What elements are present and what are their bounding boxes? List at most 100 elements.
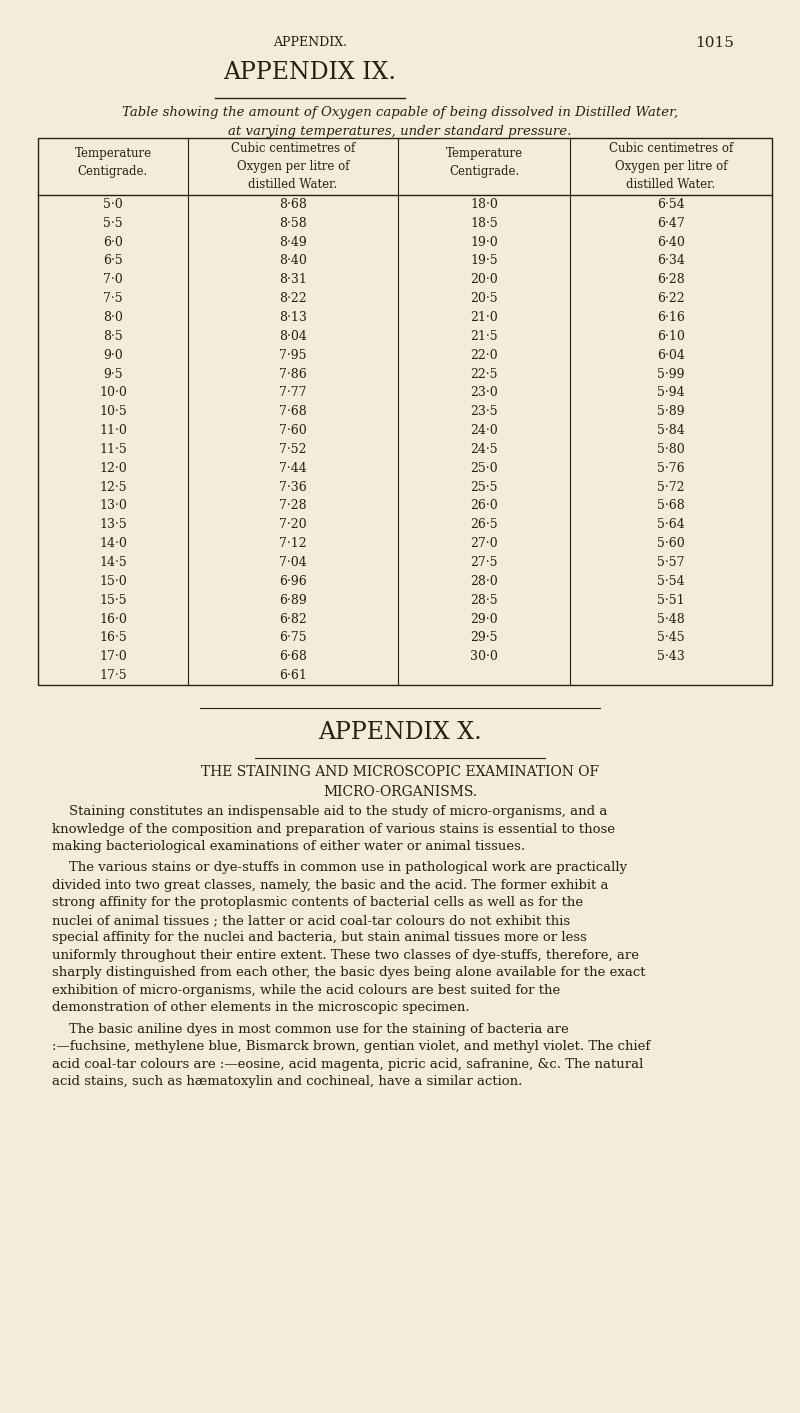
Text: 5·94: 5·94 — [657, 386, 685, 400]
Text: 7·0: 7·0 — [103, 273, 123, 287]
Text: 8·0: 8·0 — [103, 311, 123, 324]
Text: making bacteriological examinations of either water or animal tissues.: making bacteriological examinations of e… — [52, 839, 525, 853]
Text: 5·76: 5·76 — [657, 462, 685, 475]
Text: 17·5: 17·5 — [99, 670, 127, 682]
Text: 27·0: 27·0 — [470, 537, 498, 550]
Text: 15·0: 15·0 — [99, 575, 127, 588]
Text: 13·5: 13·5 — [99, 519, 127, 531]
Text: Cubic centimetres of
Oxygen per litre of
distilled Water.: Cubic centimetres of Oxygen per litre of… — [609, 141, 733, 191]
Text: acid stains, such as hæmatoxylin and cochineal, have a similar action.: acid stains, such as hæmatoxylin and coc… — [52, 1075, 522, 1088]
Text: 5·89: 5·89 — [657, 406, 685, 418]
Text: 13·0: 13·0 — [99, 499, 127, 513]
Text: 7·12: 7·12 — [279, 537, 307, 550]
Text: demonstration of other elements in the microscopic specimen.: demonstration of other elements in the m… — [52, 1002, 470, 1015]
Text: 10·5: 10·5 — [99, 406, 127, 418]
Text: Cubic centimetres of
Oxygen per litre of
distilled Water.: Cubic centimetres of Oxygen per litre of… — [231, 141, 355, 191]
Text: 19·5: 19·5 — [470, 254, 498, 267]
Text: 7·52: 7·52 — [279, 442, 306, 456]
Text: 5·43: 5·43 — [657, 650, 685, 663]
Text: 5·57: 5·57 — [658, 555, 685, 569]
Text: 5·72: 5·72 — [658, 480, 685, 493]
Text: 8·22: 8·22 — [279, 292, 307, 305]
Text: 28·5: 28·5 — [470, 593, 498, 606]
Text: 6·54: 6·54 — [657, 198, 685, 211]
Text: 20·0: 20·0 — [470, 273, 498, 287]
Text: 12·5: 12·5 — [99, 480, 127, 493]
Text: 21·5: 21·5 — [470, 329, 498, 343]
Text: 7·36: 7·36 — [279, 480, 307, 493]
Text: APPENDIX IX.: APPENDIX IX. — [223, 61, 397, 83]
Text: 25·5: 25·5 — [470, 480, 498, 493]
Text: 8·13: 8·13 — [279, 311, 307, 324]
Text: 8·04: 8·04 — [279, 329, 307, 343]
Text: 22·0: 22·0 — [470, 349, 498, 362]
Text: special affinity for the nuclei and bacteria, but stain animal tissues more or l: special affinity for the nuclei and bact… — [52, 931, 587, 944]
Text: 8·40: 8·40 — [279, 254, 307, 267]
Text: knowledge of the composition and preparation of various stains is essential to t: knowledge of the composition and prepara… — [52, 822, 615, 835]
Text: 28·0: 28·0 — [470, 575, 498, 588]
Text: 15·5: 15·5 — [99, 593, 127, 606]
Text: 18·5: 18·5 — [470, 216, 498, 230]
Text: 6·40: 6·40 — [657, 236, 685, 249]
Text: 9·5: 9·5 — [103, 367, 123, 380]
Text: 12·0: 12·0 — [99, 462, 127, 475]
Text: divided into two great classes, namely, the basic and the acid. The former exhib: divided into two great classes, namely, … — [52, 879, 609, 892]
Text: 6·0: 6·0 — [103, 236, 123, 249]
Text: sharply distinguished from each other, the basic dyes being alone available for : sharply distinguished from each other, t… — [52, 966, 646, 979]
Text: strong affinity for the protoplasmic contents of bacterial cells as well as for : strong affinity for the protoplasmic con… — [52, 896, 583, 910]
Text: 6·75: 6·75 — [279, 632, 307, 644]
Text: 6·28: 6·28 — [657, 273, 685, 287]
Text: 5·64: 5·64 — [657, 519, 685, 531]
Text: 1015: 1015 — [695, 35, 734, 49]
Text: 24·0: 24·0 — [470, 424, 498, 437]
Text: 5·0: 5·0 — [103, 198, 123, 211]
Text: 29·5: 29·5 — [470, 632, 498, 644]
Text: 25·0: 25·0 — [470, 462, 498, 475]
Text: 5·80: 5·80 — [657, 442, 685, 456]
Text: 7·77: 7·77 — [279, 386, 306, 400]
Text: 5·48: 5·48 — [657, 613, 685, 626]
Text: 24·5: 24·5 — [470, 442, 498, 456]
Text: APPENDIX.: APPENDIX. — [273, 35, 347, 49]
Text: 6·47: 6·47 — [657, 216, 685, 230]
Text: 6·04: 6·04 — [657, 349, 685, 362]
Text: 7·28: 7·28 — [279, 499, 307, 513]
Text: 7·04: 7·04 — [279, 555, 307, 569]
Text: Temperature
Centigrade.: Temperature Centigrade. — [446, 147, 522, 178]
Text: 14·5: 14·5 — [99, 555, 127, 569]
Text: 7·5: 7·5 — [103, 292, 123, 305]
Text: 26·5: 26·5 — [470, 519, 498, 531]
Text: 5·99: 5·99 — [658, 367, 685, 380]
Text: nuclei of animal tissues ; the latter or acid coal-tar colours do not exhibit th: nuclei of animal tissues ; the latter or… — [52, 914, 570, 927]
Text: 6·61: 6·61 — [279, 670, 307, 682]
Text: 7·68: 7·68 — [279, 406, 307, 418]
Text: 5·5: 5·5 — [103, 216, 123, 230]
Text: 10·0: 10·0 — [99, 386, 127, 400]
Text: 14·0: 14·0 — [99, 537, 127, 550]
Text: 7·86: 7·86 — [279, 367, 307, 380]
Text: 22·5: 22·5 — [470, 367, 498, 380]
Text: 8·49: 8·49 — [279, 236, 307, 249]
Text: 20·5: 20·5 — [470, 292, 498, 305]
Text: 8·31: 8·31 — [279, 273, 307, 287]
Text: 18·0: 18·0 — [470, 198, 498, 211]
Text: 11·5: 11·5 — [99, 442, 127, 456]
Text: 6·89: 6·89 — [279, 593, 307, 606]
Text: 16·5: 16·5 — [99, 632, 127, 644]
Text: 30·0: 30·0 — [470, 650, 498, 663]
Text: 6·22: 6·22 — [657, 292, 685, 305]
Text: The basic aniline dyes in most common use for the staining of bacteria are: The basic aniline dyes in most common us… — [52, 1023, 569, 1036]
Text: THE STAINING AND MICROSCOPIC EXAMINATION OF: THE STAINING AND MICROSCOPIC EXAMINATION… — [201, 764, 599, 779]
Text: 7·44: 7·44 — [279, 462, 307, 475]
Text: 26·0: 26·0 — [470, 499, 498, 513]
Text: 6·82: 6·82 — [279, 613, 307, 626]
Text: 8·58: 8·58 — [279, 216, 307, 230]
Text: 5·45: 5·45 — [657, 632, 685, 644]
Text: 6·10: 6·10 — [657, 329, 685, 343]
Text: 7·95: 7·95 — [279, 349, 306, 362]
Text: Staining constitutes an indispensable aid to the study of micro-organisms, and a: Staining constitutes an indispensable ai… — [52, 805, 607, 818]
Text: :—fuchsine, methylene blue, Bismarck brown, gentian violet, and methyl violet. T: :—fuchsine, methylene blue, Bismarck bro… — [52, 1040, 650, 1054]
Text: The various stains or dye-stuffs in common use in pathological work are practica: The various stains or dye-stuffs in comm… — [52, 862, 627, 875]
Text: 5·60: 5·60 — [657, 537, 685, 550]
Text: 23·0: 23·0 — [470, 386, 498, 400]
